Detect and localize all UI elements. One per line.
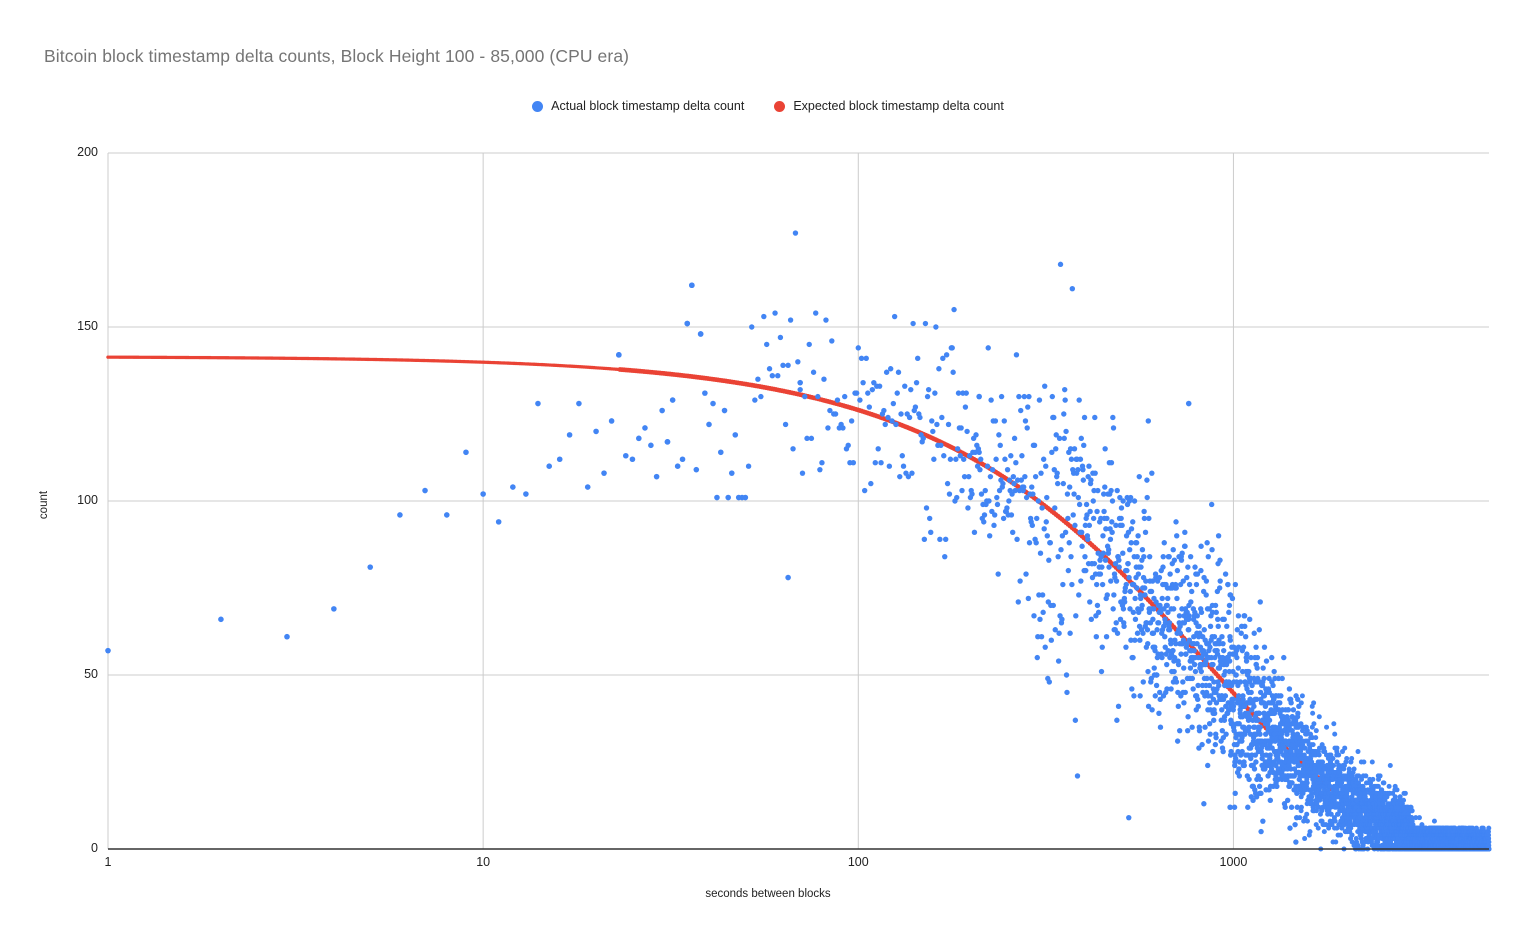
legend-label-expected: Expected block timestamp delta count	[793, 99, 1004, 113]
x-axis-title: seconds between blocks	[705, 888, 831, 900]
x-tick-10: 10	[476, 855, 491, 869]
y-tick-50: 50	[84, 667, 98, 681]
legend-swatch-expected-icon	[774, 100, 786, 112]
y-tick-150: 150	[77, 319, 98, 333]
legend-swatch-actual-icon	[532, 100, 544, 112]
x-tick-1000: 1000	[1219, 855, 1248, 869]
y-tick-100: 100	[77, 493, 98, 507]
chart-title: Bitcoin block timestamp delta counts, Bl…	[44, 46, 630, 66]
x-tick-100: 100	[847, 855, 869, 869]
chart-legend: Actual block timestamp delta count Expec…	[0, 99, 1536, 113]
x-tick-1: 1	[104, 855, 112, 869]
y-tick-0: 0	[91, 841, 98, 855]
series-actual-points	[105, 230, 1492, 852]
legend-item-expected[interactable]: Expected block timestamp delta count	[774, 99, 1004, 113]
legend-item-actual[interactable]: Actual block timestamp delta count	[532, 99, 744, 113]
legend-label-actual: Actual block timestamp delta count	[551, 99, 745, 113]
y-axis-title: count	[38, 490, 50, 520]
y-tick-200: 200	[77, 145, 98, 159]
